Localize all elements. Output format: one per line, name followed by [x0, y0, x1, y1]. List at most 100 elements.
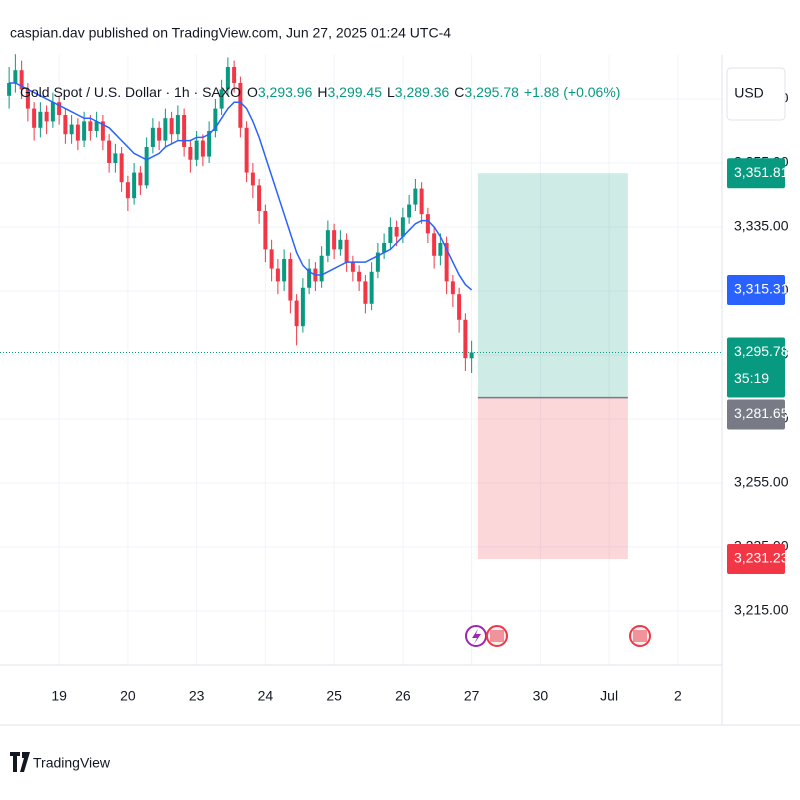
candle-body	[19, 70, 24, 90]
candle-body	[400, 217, 405, 237]
candle-body	[463, 319, 468, 359]
price-badge	[727, 337, 785, 398]
candle-body	[375, 252, 380, 272]
price-badge-label: 3,315.31	[734, 281, 789, 297]
candle-body	[263, 210, 268, 250]
candle-body	[338, 239, 343, 250]
candle-body	[163, 118, 168, 141]
candle-body	[238, 82, 243, 128]
candle-body	[219, 89, 224, 109]
candle-body	[369, 271, 374, 304]
candle-body	[444, 242, 449, 282]
candle-body	[407, 204, 412, 218]
legend: Gold Spot / U.S. Dollar · 1h · SAXO O3,29…	[20, 84, 620, 100]
price-badge	[727, 543, 785, 574]
legend-change: +1.88 (+0.06%)	[524, 84, 621, 100]
x-tick-label: Jul	[600, 688, 618, 704]
candle-body	[63, 114, 68, 135]
candle-body	[100, 121, 105, 141]
price-badge-label: 3,281.65	[734, 405, 789, 421]
candle-body	[250, 172, 255, 186]
candle-body	[32, 108, 37, 128]
price-badge-label: 3,351.81	[734, 164, 789, 180]
legend-key: H	[317, 84, 327, 100]
candle-body	[169, 118, 174, 135]
brand-name: TradingView	[33, 755, 111, 771]
candle-body	[282, 258, 287, 282]
candle-body	[57, 102, 62, 115]
candle-body	[38, 111, 43, 128]
x-tick-label: 2	[674, 688, 682, 704]
candle-body	[188, 146, 193, 160]
candle-body	[332, 230, 337, 250]
x-tick-label: 19	[51, 688, 67, 704]
candle-body	[382, 242, 387, 253]
candle-body	[113, 153, 118, 163]
candle-body	[13, 70, 18, 83]
candle-body	[350, 262, 355, 272]
profit-zone	[477, 173, 628, 398]
candle-body	[450, 281, 455, 295]
candle-body	[157, 127, 162, 141]
candle-body	[213, 108, 218, 131]
candle-body	[438, 242, 443, 256]
x-tick-label: 25	[326, 688, 342, 704]
event-icon-bolt	[472, 629, 481, 644]
price-badge	[727, 158, 785, 189]
candle-body	[200, 140, 205, 157]
candle-body	[419, 188, 424, 215]
candle-body	[75, 124, 80, 141]
candle-body	[363, 281, 368, 304]
candle-body	[300, 287, 305, 327]
currency: USD	[734, 85, 764, 101]
candle-body	[269, 249, 274, 269]
currency-box[interactable]	[726, 67, 786, 121]
flag	[633, 630, 647, 642]
loss-zone	[477, 397, 628, 559]
candle-body	[357, 271, 362, 282]
candle-body	[175, 114, 180, 135]
candle-body	[194, 140, 199, 160]
candle-body	[125, 182, 130, 199]
candle-body	[44, 111, 49, 122]
candle-body	[288, 258, 293, 301]
x-tick-label: 20	[120, 688, 136, 704]
candle-body	[88, 121, 93, 131]
candle-body	[319, 255, 324, 282]
y-tick-label: 3,335.00	[734, 218, 789, 234]
candle-body	[325, 230, 330, 256]
price-badge	[727, 274, 785, 305]
legend-value: 3,289.36	[395, 84, 450, 100]
legend-key: L	[387, 84, 395, 100]
candle-body	[50, 102, 55, 122]
axis: 3,215.003,235.003,255.003,275.003,295.00…	[51, 90, 788, 704]
candle-body	[394, 226, 399, 237]
x-tick-label: 24	[258, 688, 274, 704]
logo	[10, 752, 30, 772]
x-tick-label: 23	[189, 688, 205, 704]
candle-body	[432, 233, 437, 256]
candle-body	[344, 239, 349, 263]
candle-body	[94, 121, 99, 131]
candle-body	[232, 66, 237, 83]
candle-body	[7, 82, 12, 96]
legend-value: 3,295.78	[464, 84, 519, 100]
candle-body	[150, 127, 155, 147]
legend-value: 3,299.45	[328, 84, 383, 100]
candle-body	[138, 172, 143, 186]
price-badge-label: 3,295.78	[734, 343, 789, 359]
legend-value: 3,293.96	[258, 84, 313, 100]
candle-body	[82, 121, 87, 141]
candle-body	[244, 127, 249, 173]
candle-body	[144, 146, 149, 186]
legend-title: Gold Spot / U.S. Dollar · 1h · SAXO	[20, 84, 241, 100]
event-icons	[465, 625, 651, 647]
flag	[490, 630, 504, 642]
candle-body	[425, 214, 430, 234]
candle-body	[225, 66, 230, 90]
candle-body	[469, 352, 474, 359]
candle-body	[69, 124, 74, 135]
